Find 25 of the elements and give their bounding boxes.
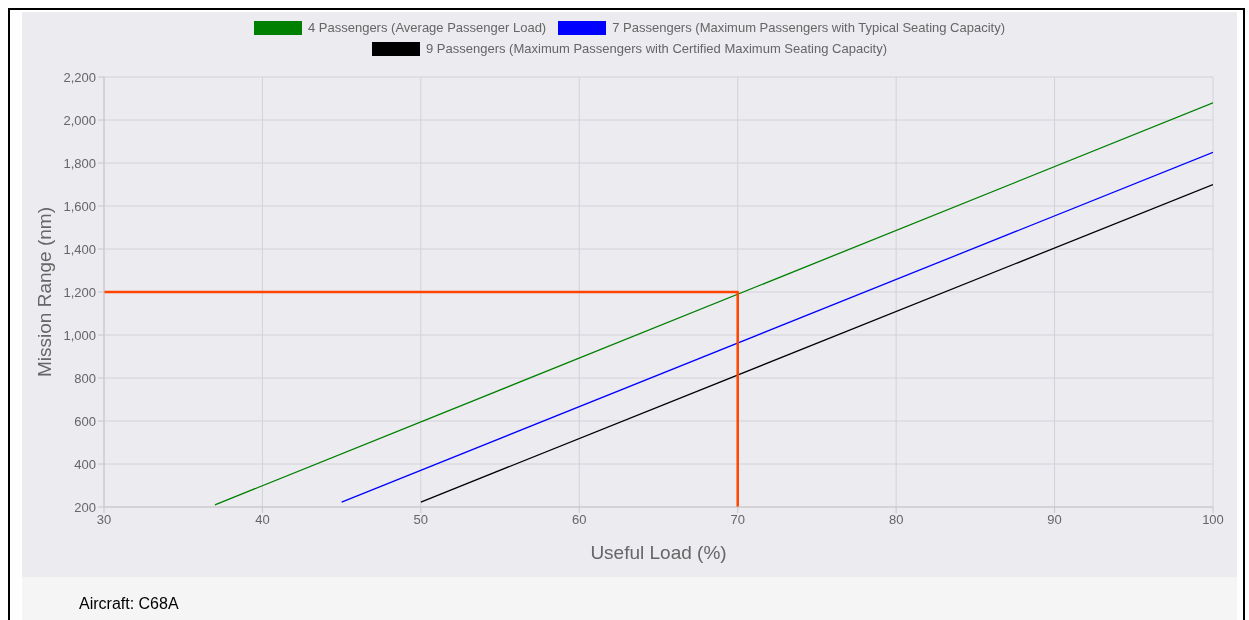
legend-label: 7 Passengers (Maximum Passengers with Typical Seating Capacity) [612,20,1006,35]
x-tick-label: 70 [730,512,745,528]
y-tick-label: 1,600 [63,198,96,214]
y-tick-label: 600 [74,413,96,429]
y-tick-label: 1,800 [63,155,96,171]
x-tick-label: 90 [1047,512,1062,528]
x-tick-label: 100 [1202,512,1224,528]
x-tick-label: 30 [96,512,112,528]
y-axis-title: Mission Range (nm) [33,207,55,377]
y-tick-label: 2,200 [63,69,96,85]
y-tick-label: 200 [74,499,96,515]
legend-label: 4 Passengers (Average Passenger Load) [307,20,547,35]
text: Aircraft: C68A [79,595,179,613]
y-tick-label: 1,000 [63,327,96,343]
y-tick-label: 2,000 [63,112,96,128]
x-axis-title: Useful Load (%) [590,542,727,563]
y-tick-label: 400 [74,456,96,472]
legend-label: 9 Passengers (Maximum Passengers with Certified Maximum Seating Capacity) [426,41,887,56]
x-tick-label: 50 [413,512,429,528]
y-tick-label: 1,200 [63,284,96,300]
x-tick-label: 40 [255,512,270,528]
x-tick-label: 60 [572,512,587,528]
y-tick-label: 800 [74,370,96,386]
x-tick-label: 80 [888,512,904,528]
y-tick-label: 1,400 [63,241,96,257]
